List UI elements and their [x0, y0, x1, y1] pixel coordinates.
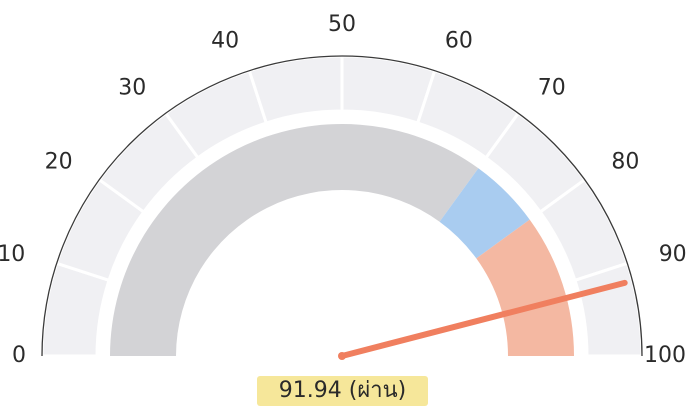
gauge-value-label: 91.94 (ผ่าน)	[0, 376, 685, 406]
tick-label: 40	[211, 28, 239, 53]
gauge-ticks: 0 10 20 30 40 50 60 70 80 90 100	[0, 12, 687, 368]
outer-arc-line	[41, 55, 643, 357]
tick-label: 20	[45, 149, 73, 174]
tick-label: 100	[644, 343, 686, 368]
tick-label: 10	[0, 242, 25, 267]
tick-label: 30	[118, 76, 146, 101]
gauge-band	[476, 219, 574, 356]
gauge-band	[439, 168, 530, 259]
gauge-value-text: 91.94 (ผ่าน)	[256, 376, 429, 406]
gauge-needle-hub	[338, 352, 346, 360]
gauge-band	[110, 123, 479, 356]
tick-label: 50	[328, 12, 356, 37]
tick-label: 60	[445, 28, 473, 53]
gauge-needle	[339, 279, 628, 359]
gauge-bands	[110, 123, 574, 356]
tick-label: 80	[611, 149, 639, 174]
tick-label: 0	[12, 343, 26, 368]
outer-track	[40, 54, 644, 358]
tick-label: 70	[538, 76, 566, 101]
gauge-needle-group	[338, 279, 628, 360]
tick-label: 90	[659, 242, 687, 267]
